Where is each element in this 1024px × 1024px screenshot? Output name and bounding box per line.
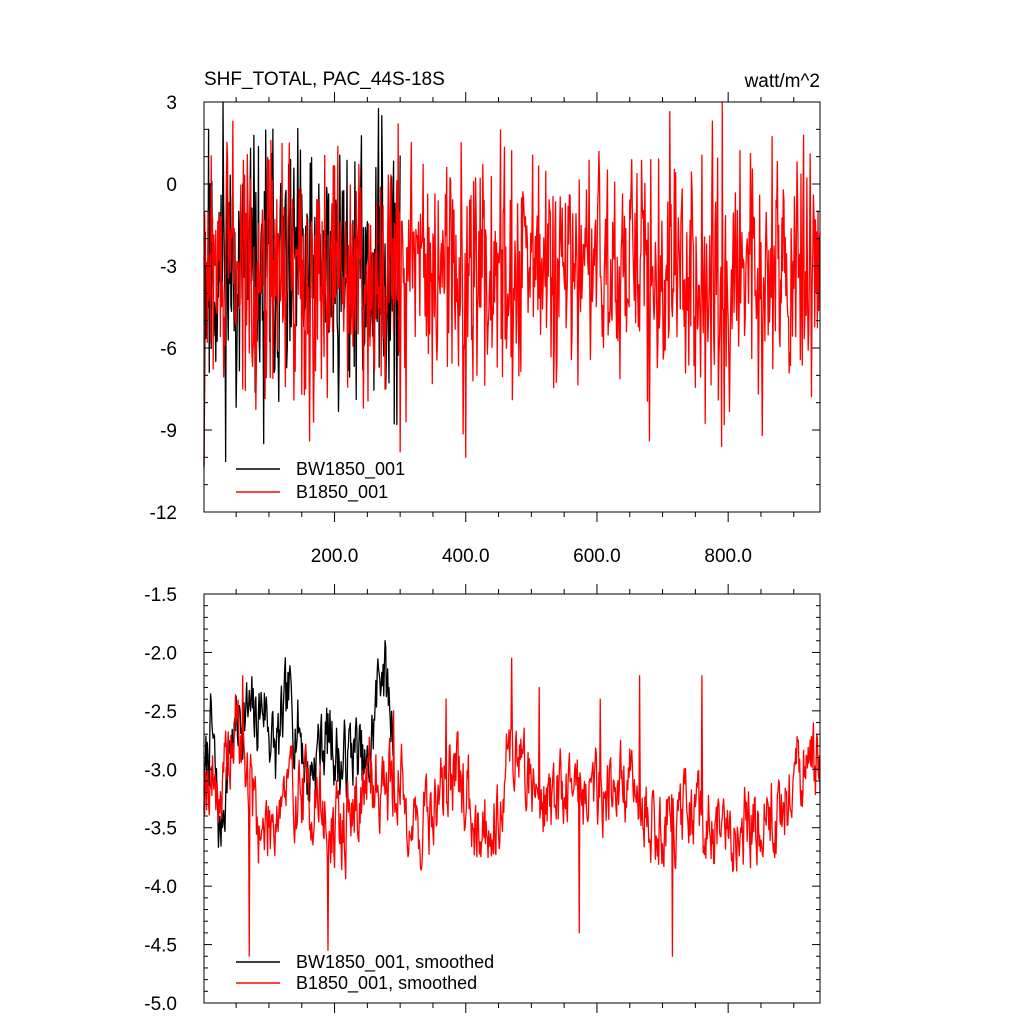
y-tick-label: -3.5 bbox=[144, 819, 177, 840]
y-tick-label: -5.0 bbox=[144, 994, 177, 1015]
series-layer bbox=[203, 101, 821, 469]
panel-top: SHF_TOTAL, PAC_44S-18S watt/m^2 3 0 -3 -6 -9… bbox=[150, 69, 821, 567]
series-line-2 bbox=[203, 101, 821, 469]
y-tick-label: -6 bbox=[160, 339, 177, 360]
ticks-layer: 3 0 -3 -6 -9 -12 200.0 400.0 600.0 800.0 bbox=[150, 92, 820, 567]
y-tick-label: -2.0 bbox=[144, 643, 177, 664]
y-tick-label: -4.5 bbox=[144, 936, 177, 957]
legend-label-2: B1850_001 bbox=[296, 482, 388, 503]
series-line-2 bbox=[203, 657, 821, 957]
series-line-1 bbox=[203, 640, 395, 848]
y-tick-label: 3 bbox=[166, 93, 177, 114]
x-tick-label: 400.0 bbox=[442, 546, 490, 567]
series-line-1 bbox=[203, 101, 401, 466]
plot-frame bbox=[203, 101, 821, 513]
y-tick-label: -12 bbox=[150, 503, 177, 524]
x-tick-label: 600.0 bbox=[573, 546, 621, 567]
y-tick-label: -3.0 bbox=[144, 760, 177, 781]
y-tick-label: -4.0 bbox=[144, 877, 177, 898]
y-tick-label: -9 bbox=[160, 421, 177, 442]
legend-label-1: BW1850_001, smoothed bbox=[296, 952, 494, 973]
y-tick-label: -1.5 bbox=[144, 585, 177, 606]
ticks-layer: -1.5 -2.0 -2.5 -3.0 -3.5 -4.0 -4.5 -5.0 bbox=[144, 584, 820, 1015]
y-tick-label: -2.5 bbox=[144, 702, 177, 723]
y-tick-label: -3 bbox=[160, 257, 177, 278]
panel-bottom: -1.5 -2.0 -2.5 -3.0 -3.5 -4.0 -4.5 -5.0 BW1850_… bbox=[144, 584, 821, 1015]
x-tick-label: 200.0 bbox=[311, 546, 359, 567]
y-tick-label: 0 bbox=[166, 175, 177, 196]
legend-label-2: B1850_001, smoothed bbox=[296, 973, 477, 994]
chart-title: SHF_TOTAL, PAC_44S-18S bbox=[204, 69, 445, 90]
series-layer bbox=[203, 640, 821, 957]
x-tick-label: 800.0 bbox=[704, 546, 752, 567]
plot-frame bbox=[203, 593, 821, 1004]
units-label: watt/m^2 bbox=[744, 71, 820, 92]
legend-label-1: BW1850_001 bbox=[296, 459, 405, 480]
